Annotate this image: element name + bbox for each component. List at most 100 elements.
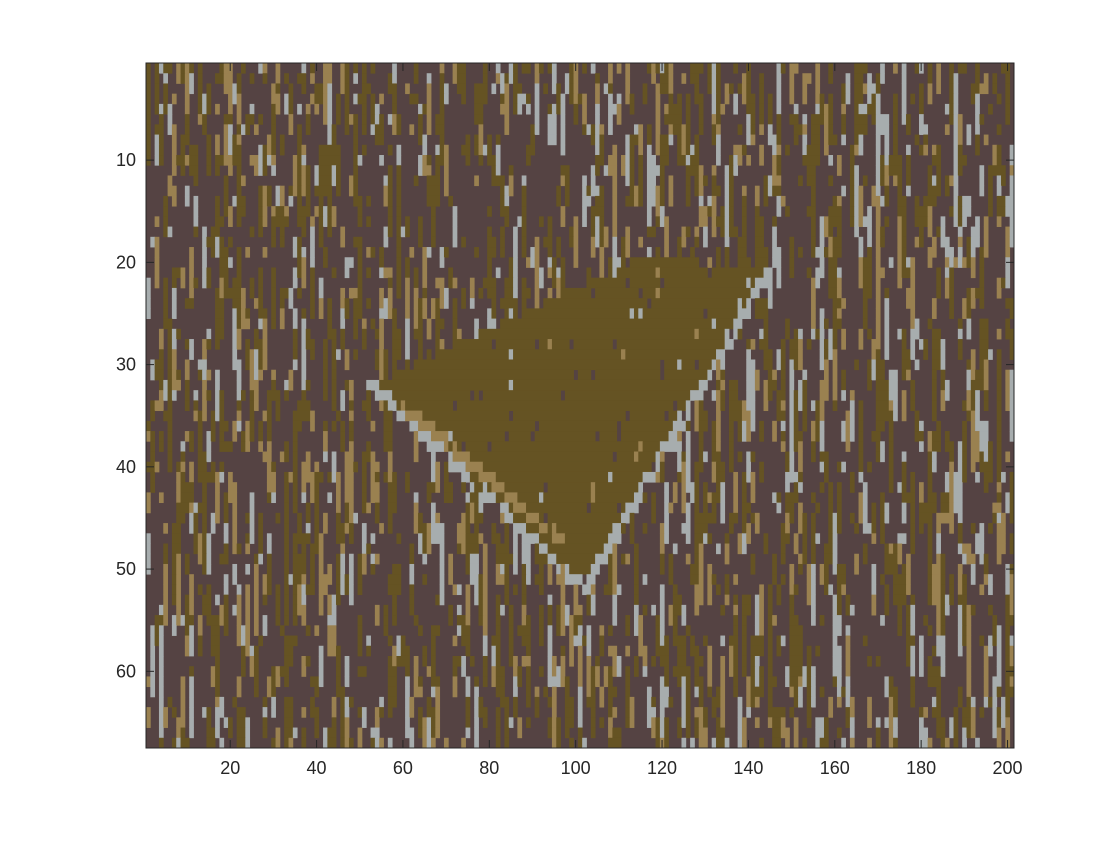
heatmap-cell: [163, 379, 168, 391]
heatmap-cell: [828, 114, 834, 125]
heatmap-cell: [750, 471, 756, 483]
heatmap-cell: [431, 461, 436, 473]
heatmap-cell: [456, 400, 674, 412]
heatmap-cell: [819, 400, 825, 412]
heatmap-cell: [586, 635, 592, 647]
heatmap-cell: [798, 461, 803, 473]
heatmap-cell: [370, 461, 380, 473]
heatmap-cell: [759, 604, 764, 616]
heatmap-cell: [608, 83, 613, 95]
heatmap-cell: [741, 502, 751, 514]
heatmap-cell: [279, 318, 285, 330]
heatmap-cell: [854, 553, 859, 565]
heatmap-cell: [258, 523, 263, 534]
heatmap-cell: [884, 318, 890, 330]
heatmap-cell: [633, 594, 639, 606]
heatmap-cell: [759, 461, 764, 473]
heatmap-cell: [392, 93, 397, 105]
heatmap-cell: [435, 482, 441, 493]
heatmap-cell: [461, 655, 466, 667]
heatmap-cell: [741, 471, 747, 483]
heatmap-cells: [146, 63, 1015, 749]
heatmap-cell: [931, 379, 937, 391]
heatmap-cell: [720, 103, 726, 115]
heatmap-cell: [318, 563, 324, 575]
heatmap-cell: [327, 615, 337, 626]
heatmap-cell: [331, 451, 337, 463]
heatmap-cell: [828, 134, 838, 146]
heatmap-cell: [344, 349, 350, 360]
heatmap-cell: [811, 451, 816, 463]
heatmap-cell: [677, 236, 682, 248]
heatmap-cell: [936, 420, 941, 432]
heatmap-cell: [556, 93, 561, 105]
heatmap-cell: [923, 615, 929, 626]
heatmap-cell: [949, 594, 954, 606]
heatmap-cell: [724, 257, 730, 268]
heatmap-cell: [806, 175, 816, 187]
heatmap-cell: [443, 93, 449, 105]
heatmap-cell: [875, 308, 881, 319]
heatmap-cell: [426, 492, 432, 504]
heatmap-cell: [901, 502, 907, 514]
heatmap-cell: [1001, 63, 1011, 74]
y-tick-label: 40: [116, 457, 136, 477]
heatmap-cell: [716, 73, 721, 84]
heatmap-cell: [716, 318, 734, 330]
heatmap-cell: [931, 349, 941, 360]
heatmap-cell: [789, 451, 795, 463]
heatmap-cell: [923, 349, 929, 360]
heatmap-cell: [910, 390, 916, 401]
heatmap-cell: [275, 410, 281, 422]
heatmap-cell: [845, 93, 851, 105]
heatmap-cell: [983, 216, 989, 227]
heatmap-cell: [418, 339, 423, 350]
heatmap-cell: [491, 308, 497, 319]
heatmap-cell: [629, 533, 635, 544]
heatmap-cell: [815, 103, 821, 115]
heatmap-cell: [418, 155, 423, 166]
heatmap-cell: [301, 318, 307, 330]
heatmap-cell: [336, 686, 346, 698]
heatmap-cell: [556, 574, 566, 585]
heatmap-cell: [802, 73, 812, 84]
heatmap-cell: [465, 492, 471, 504]
heatmap-cell: [249, 431, 255, 442]
heatmap-cell: [815, 410, 821, 422]
heatmap-cell: [396, 185, 402, 197]
heatmap-cell: [862, 257, 872, 268]
heatmap-cell: [901, 482, 907, 493]
heatmap-cell: [996, 359, 1002, 371]
heatmap-cell: [927, 175, 933, 187]
heatmap-cell: [625, 73, 631, 84]
heatmap-cell: [767, 124, 773, 135]
heatmap-cell: [249, 226, 255, 238]
heatmap-cell: [720, 717, 726, 728]
heatmap-cell: [461, 666, 466, 677]
heatmap-cell: [780, 339, 786, 350]
heatmap-cell: [1009, 216, 1015, 227]
heatmap-cell: [366, 195, 371, 207]
heatmap-cell: [206, 615, 220, 626]
heatmap-cell: [862, 318, 868, 330]
heatmap-cell: [279, 185, 285, 197]
heatmap-cell: [703, 502, 708, 514]
heatmap-cell: [202, 114, 207, 125]
heatmap-cell: [521, 615, 527, 626]
heatmap-cell: [327, 308, 333, 319]
heatmap-cell: [880, 502, 885, 514]
heatmap-cell: [357, 267, 363, 279]
heatmap-cell: [806, 144, 821, 156]
heatmap-cell: [564, 390, 691, 401]
heatmap-cell: [534, 696, 540, 708]
heatmap-cell: [383, 267, 393, 279]
heatmap-cell: [983, 553, 989, 565]
heatmap-cell: [949, 727, 954, 739]
heatmap-cell: [521, 543, 531, 555]
heatmap-cell: [854, 226, 859, 238]
heatmap-cell: [983, 563, 989, 575]
heatmap-cell: [798, 175, 803, 187]
heatmap-cell: [728, 390, 739, 401]
heatmap-cell: [741, 727, 747, 739]
heatmap-cell: [828, 707, 834, 718]
